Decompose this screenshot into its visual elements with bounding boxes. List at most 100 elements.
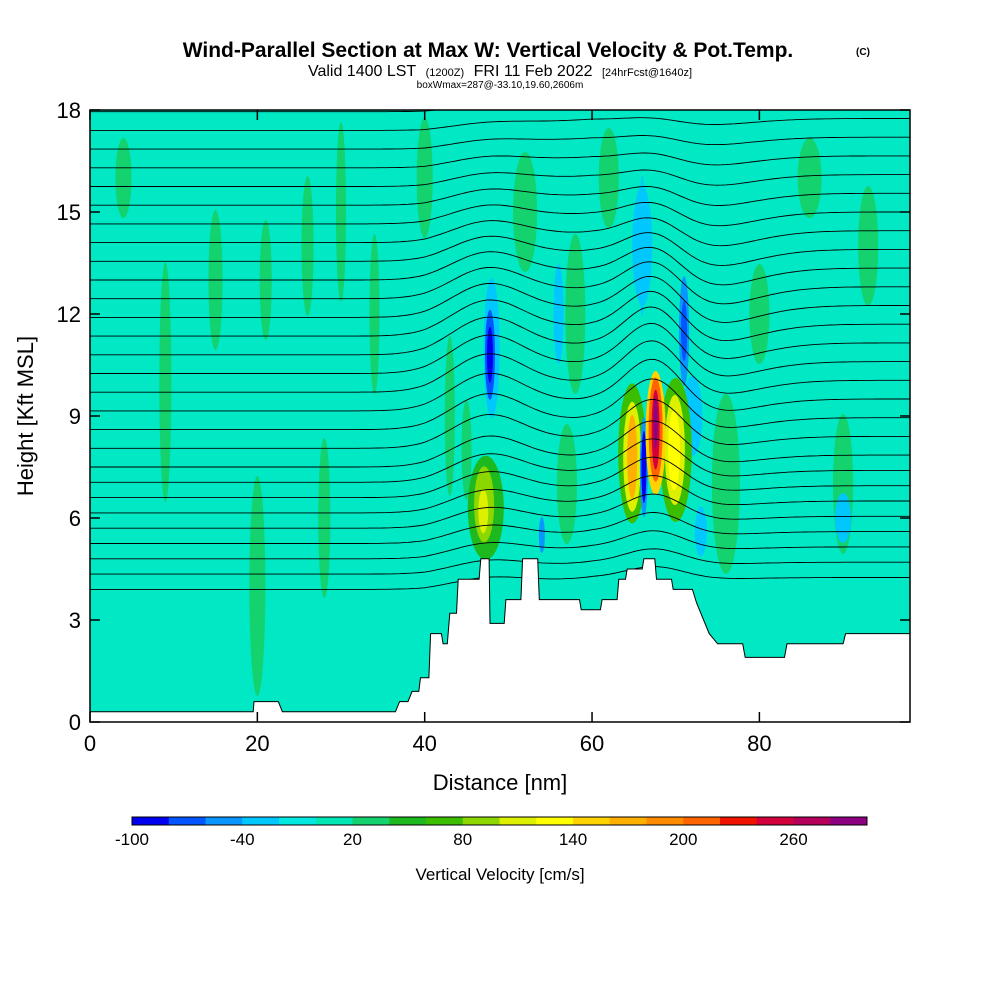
isentrope [90, 548, 910, 575]
isentrope [90, 512, 910, 544]
colorbar-swatch [426, 817, 464, 825]
isentrope [90, 117, 910, 131]
colorbar-tick-label: 80 [453, 830, 472, 849]
weak-ascent-region [444, 336, 455, 496]
colorbar-swatch [756, 817, 794, 825]
colorbar [131, 816, 868, 826]
colorbar-swatch [573, 817, 611, 825]
colorbar-swatch [830, 817, 868, 825]
isentrope [90, 456, 910, 499]
isentrope [90, 186, 910, 206]
y-axis-label: Height [Kft MSL] [13, 336, 38, 496]
isentrope [90, 340, 910, 394]
y-tick-label: 0 [69, 710, 81, 735]
weak-ascent-region [556, 424, 577, 544]
y-tick-label: 18 [57, 98, 81, 123]
y-axis: 0 3 6 9 12 15 18 [57, 98, 910, 735]
isentrope [90, 566, 910, 590]
updraft-max-core [653, 396, 658, 449]
colorbar-tick-label: 200 [669, 830, 697, 849]
y-tick-label: 12 [57, 302, 81, 327]
colorbar-swatch [609, 817, 647, 825]
updraft-west-core [478, 489, 489, 534]
weak-ascent-region [115, 138, 132, 218]
isentrope [90, 290, 910, 342]
colorbar-swatch [536, 817, 574, 825]
isentrope [90, 420, 910, 468]
weak-ascent-region [858, 186, 879, 306]
isentrope [90, 217, 910, 247]
y-tick-label: 15 [57, 200, 81, 225]
weak-descent-region [835, 493, 852, 543]
isentrope [90, 399, 910, 449]
colorbar-swatch [499, 817, 537, 825]
colorbar-tick-label: 20 [343, 830, 362, 849]
plot-area [90, 110, 910, 722]
colorbar-swatch [389, 817, 427, 825]
colorbar-swatch [462, 817, 500, 825]
forecast-info: [24hrFcst@1640z] [602, 67, 692, 79]
weak-ascent-region [301, 176, 314, 316]
weak-descent-region [694, 506, 707, 557]
colorbar-swatch [279, 817, 317, 825]
isentrope [90, 275, 910, 323]
isentrope [90, 135, 910, 150]
colorbar-label: Vertical Velocity [cm/s] [415, 865, 584, 884]
potential-temperature-contours [90, 110, 910, 590]
colorbar-swatch [315, 817, 353, 825]
isentrope [90, 246, 910, 286]
colorbar-tick-label: -40 [230, 830, 255, 849]
x-tick-label: 20 [245, 731, 269, 756]
x-tick-label: 80 [747, 731, 771, 756]
x-tick-label: 40 [412, 731, 436, 756]
box-max-info: boxWmax=287@-33.10,19.60,2606m [417, 80, 584, 91]
weak-ascent-region [249, 476, 266, 696]
updraft-east3-core [668, 410, 681, 490]
colorbar-swatch [683, 817, 721, 825]
downdraft-upper-east2-core [681, 301, 688, 361]
colorbar-swatch [242, 817, 280, 825]
weak-ascent-region [461, 400, 472, 500]
downdraft-east-core [641, 431, 647, 503]
colorbar-tick-label: 260 [779, 830, 807, 849]
isentrope [90, 358, 910, 412]
isentrope [90, 530, 910, 560]
weak-ascent-region [369, 234, 380, 394]
weak-ascent-region [565, 234, 586, 394]
isentrope [90, 475, 910, 514]
colorbar-swatch [646, 817, 684, 825]
isentrope [90, 169, 910, 187]
colorbar-swatch [352, 817, 390, 825]
isentrope [90, 378, 910, 431]
colorbar-swatch [205, 817, 243, 825]
weak-descent-region [553, 264, 564, 364]
isentrope [90, 152, 910, 169]
weak-ascent-region [159, 262, 172, 502]
downdraft-west-core [486, 326, 493, 383]
colorbar-ticks: -100 -40 20 80 140 200 260 [115, 830, 808, 849]
isentrope [90, 438, 910, 483]
valid-utc: (1200Z) [426, 67, 465, 79]
valid-prefix: Valid 1400 LST [308, 63, 416, 80]
x-tick-label: 0 [84, 731, 96, 756]
downdraft-valley [538, 517, 545, 553]
colorbar-tick-label: 140 [559, 830, 587, 849]
plot-background [90, 110, 910, 722]
terrain-mask [90, 558, 910, 722]
weak-ascent-region [749, 264, 770, 364]
y-tick-label: 3 [69, 608, 81, 633]
weak-ascent-region [318, 438, 331, 598]
valid-time-line: Valid 1400 LST (1200Z) FRI 11 Feb 2022 [… [308, 63, 692, 80]
colorbar-swatch [720, 817, 758, 825]
downdraft-upper-east [639, 176, 646, 316]
weak-ascent-region [797, 138, 822, 218]
chart-title: Wind-Parallel Section at Max W: Vertical… [183, 39, 794, 62]
weak-ascent-region [336, 122, 347, 302]
y-tick-label: 6 [69, 506, 81, 531]
isentrope [90, 306, 910, 359]
y-tick-label: 9 [69, 404, 81, 429]
x-tick-label: 60 [580, 731, 604, 756]
updraft-east1-core [627, 414, 638, 499]
colorbar-swatch [168, 817, 206, 825]
isentrope [90, 322, 910, 377]
